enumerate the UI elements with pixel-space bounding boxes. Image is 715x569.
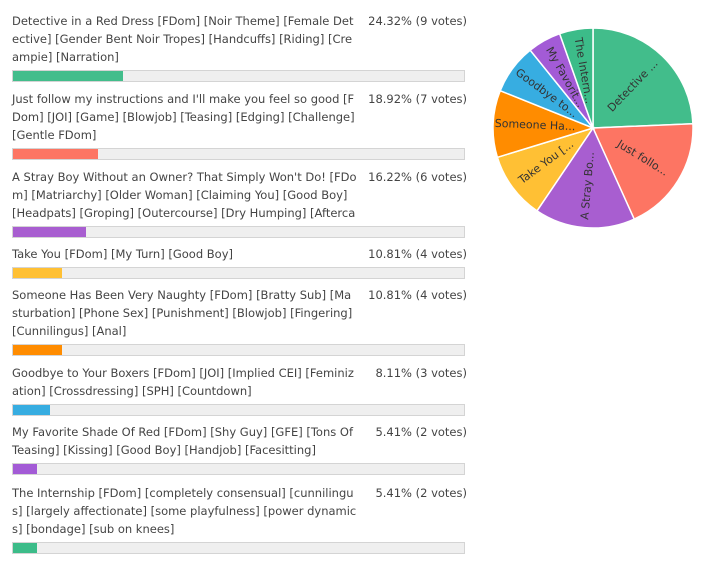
result-bar-fill [13,543,38,553]
pie-slice-label: Someone Ha... [494,117,575,133]
option-text: Detective in a Red Dress [FDom] [Noir Th… [12,14,354,64]
pie-slice [592,27,694,129]
result-bar-fill [13,464,38,474]
result-bar-track [12,463,465,475]
result-bar-fill [13,149,99,159]
option-result: 10.81% (4 votes) [368,247,467,261]
option-text: Just follow my instructions and I'll mak… [12,92,355,142]
option-result: 5.41% (2 votes) [375,486,467,500]
option-result: 16.22% (6 votes) [368,170,467,184]
result-bar-fill [13,268,62,278]
pie-slice-label: A Stray Bo... [578,151,597,220]
result-bar-track [12,148,465,160]
result-bar-fill [13,345,62,355]
result-bar-fill [13,71,123,81]
pie-slice [591,122,694,221]
option-result: 18.92% (7 votes) [368,92,467,106]
result-bar-track [12,70,465,82]
option-text: Someone Has Been Very Naughty [FDom] [Br… [12,288,353,338]
result-bar-track [12,404,465,416]
result-bar-track [12,226,465,238]
option-text: Take You [FDom] [My Turn] [Good Boy] [12,247,233,261]
option-text: Goodbye to Your Boxers [FDom] [JOI] [Imp… [12,366,354,398]
pie-slice [558,27,594,129]
result-bar-fill [13,227,87,237]
result-bar-track [12,344,465,356]
option-text: My Favorite Shade Of Red [FDom] [Shy Guy… [12,425,353,457]
option-result: 24.32% (9 votes) [368,14,467,28]
pie-slice [535,126,636,229]
pie-chart: Detective ...Just follo...A Stray Bo...T… [492,27,694,229]
pie-slice [496,126,595,212]
result-bar-track [12,267,465,279]
result-bar-track [12,542,465,554]
option-result: 10.81% (4 votes) [368,288,467,302]
option-text: A Stray Boy Without an Owner? That Simpl… [12,170,357,238]
option-text: The Internship [FDom] [completely consen… [12,486,357,536]
option-result: 5.41% (2 votes) [375,425,467,439]
result-bar-fill [13,405,50,415]
option-result: 8.11% (3 votes) [375,366,467,380]
pie-slice [492,89,596,159]
